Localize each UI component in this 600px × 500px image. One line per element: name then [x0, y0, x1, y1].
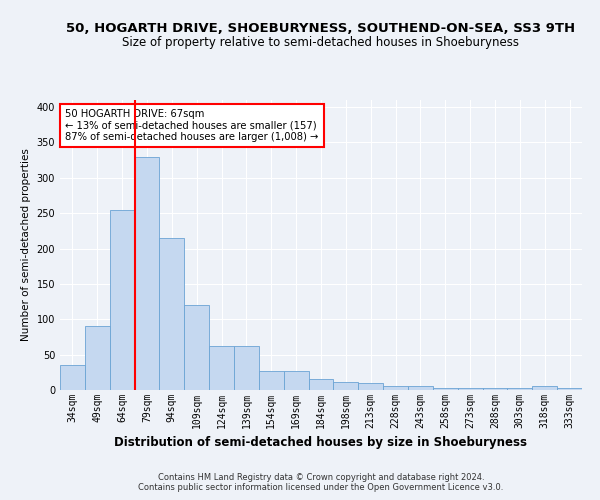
Bar: [508, 388, 532, 390]
Bar: [557, 388, 582, 390]
Bar: [234, 346, 259, 390]
Text: Size of property relative to semi-detached houses in Shoeburyness: Size of property relative to semi-detach…: [122, 36, 520, 49]
Bar: [209, 346, 234, 390]
Bar: [458, 388, 482, 390]
Bar: [85, 326, 110, 390]
Bar: [110, 210, 134, 390]
Bar: [334, 382, 358, 390]
Text: Contains HM Land Registry data © Crown copyright and database right 2024.: Contains HM Land Registry data © Crown c…: [158, 472, 484, 482]
Y-axis label: Number of semi-detached properties: Number of semi-detached properties: [21, 148, 31, 342]
Text: Distribution of semi-detached houses by size in Shoeburyness: Distribution of semi-detached houses by …: [115, 436, 527, 449]
Text: 50, HOGARTH DRIVE, SHOEBURYNESS, SOUTHEND-ON-SEA, SS3 9TH: 50, HOGARTH DRIVE, SHOEBURYNESS, SOUTHEN…: [67, 22, 575, 36]
Bar: [383, 386, 408, 390]
Bar: [184, 305, 209, 390]
Text: 50 HOGARTH DRIVE: 67sqm
← 13% of semi-detached houses are smaller (157)
87% of s: 50 HOGARTH DRIVE: 67sqm ← 13% of semi-de…: [65, 108, 319, 142]
Bar: [433, 388, 458, 390]
Bar: [308, 380, 334, 390]
Bar: [358, 383, 383, 390]
Bar: [482, 388, 508, 390]
Bar: [160, 238, 184, 390]
Bar: [60, 365, 85, 390]
Text: Contains public sector information licensed under the Open Government Licence v3: Contains public sector information licen…: [139, 482, 503, 492]
Bar: [408, 386, 433, 390]
Bar: [134, 156, 160, 390]
Bar: [259, 371, 284, 390]
Bar: [284, 371, 308, 390]
Bar: [532, 386, 557, 390]
